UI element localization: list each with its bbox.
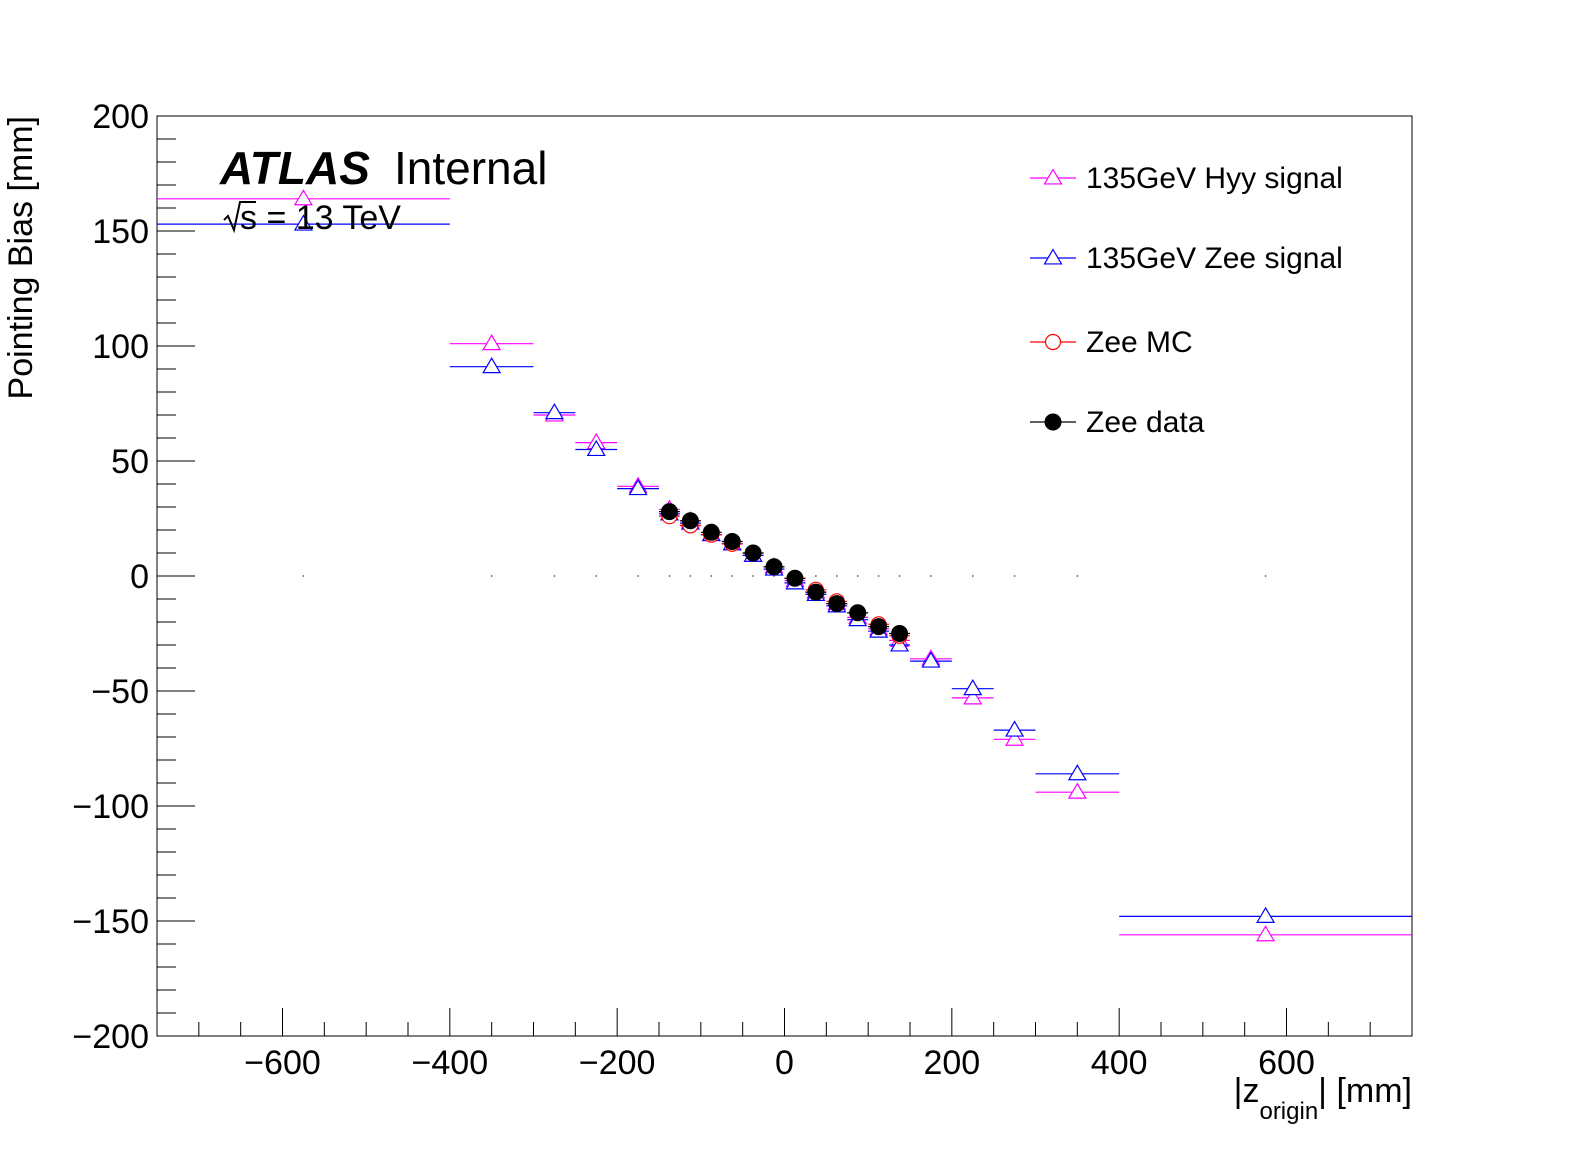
triangle-marker <box>482 334 502 351</box>
zero-dot <box>689 575 692 577</box>
triangle-marker <box>1043 248 1063 265</box>
x-tick-label: −600 <box>244 1044 321 1082</box>
y-tick-label: 200 <box>92 98 149 136</box>
series-zee-data <box>659 503 910 642</box>
zero-dot <box>595 575 598 577</box>
filled-circle-marker <box>660 503 678 521</box>
legend-label: 135GeV Zee signal <box>1086 242 1343 275</box>
zero-dot <box>752 575 755 577</box>
zero-dot <box>302 575 305 577</box>
zero-dot <box>1264 575 1267 577</box>
energy-label: s = 13 TeV <box>240 199 401 237</box>
filled-circle-marker <box>849 604 867 622</box>
triangle-marker <box>963 679 983 696</box>
legend: 135GeV Hyy signal 135GeV Zee signal Zee MC… <box>1030 162 1343 439</box>
x-axis-ticks: −600 −400 −200 0 200 400 600 <box>198 1008 1371 1082</box>
triangle-marker <box>628 478 648 496</box>
filled-circle-marker <box>891 625 909 642</box>
filled-circle-marker <box>828 595 846 613</box>
zero-dot <box>835 575 838 577</box>
zero-dot <box>1076 575 1079 577</box>
zero-dot <box>637 575 639 577</box>
x-tick-label: −200 <box>579 1044 656 1082</box>
filled-circle-marker <box>765 558 783 576</box>
y-tick-label: 0 <box>130 558 149 596</box>
series-135gev-zee-signal <box>157 214 1412 923</box>
triangle-marker <box>293 214 313 231</box>
y-tick-label: 150 <box>92 213 149 251</box>
x-tick-label: −400 <box>412 1044 489 1082</box>
legend-item: Zee MC <box>1030 326 1193 359</box>
legend-label: Zee MC <box>1086 326 1193 359</box>
triangle-marker <box>1256 925 1276 942</box>
filled-circle-marker <box>681 512 699 530</box>
filled-circle-marker <box>786 569 804 587</box>
x-tick-label: 0 <box>775 1044 794 1082</box>
x-tick-label: 200 <box>923 1044 980 1082</box>
y-tick-label: 50 <box>111 443 149 481</box>
y-tick-label: −150 <box>72 903 149 941</box>
zero-dot <box>930 575 932 577</box>
data-series <box>157 189 1412 942</box>
triangle-marker <box>1005 720 1025 737</box>
zero-dot <box>898 575 901 577</box>
triangle-marker <box>1043 168 1063 185</box>
triangle-marker <box>1256 906 1276 923</box>
triangle-marker <box>963 688 983 705</box>
y-tick-label: −50 <box>91 673 149 711</box>
zero-dot <box>710 575 713 577</box>
series-135gev-hyy-signal <box>157 189 1412 942</box>
legend-item: 135GeV Hyy signal <box>1030 162 1343 195</box>
x-tick-label: 600 <box>1258 1044 1315 1082</box>
zero-dot <box>971 575 974 577</box>
zero-dot <box>877 575 880 577</box>
triangle-marker <box>921 651 941 668</box>
triangle-marker <box>293 189 313 206</box>
zero-dot <box>668 575 671 577</box>
triangle-marker <box>482 357 502 374</box>
x-axis-title-subscript: origin <box>1259 1098 1318 1125</box>
x-tick-label: 400 <box>1091 1044 1148 1082</box>
x-axis-title-tail: | [mm] <box>1318 1072 1412 1110</box>
zero-dot <box>553 575 556 577</box>
zero-dot <box>814 575 817 577</box>
zero-dot <box>490 575 493 577</box>
triangle-marker <box>1005 729 1025 746</box>
triangle-marker <box>1067 782 1087 799</box>
legend-label: 135GeV Hyy signal <box>1086 162 1343 195</box>
y-axis-title: Pointing Bias [mm] <box>2 116 40 399</box>
legend-label: Zee data <box>1086 406 1205 439</box>
y-tick-label: −100 <box>72 788 149 826</box>
filled-circle-marker <box>1044 413 1062 431</box>
x-axis-title: |zorigin| [mm] <box>1234 1072 1412 1125</box>
filled-circle-marker <box>702 523 720 541</box>
triangle-marker <box>1067 764 1087 781</box>
x-axis-title-main: |z <box>1234 1072 1260 1110</box>
y-axis-ticks: −200 −150 −100 −50 0 50 100 150 200 <box>72 98 195 1056</box>
y-tick-label: −200 <box>72 1018 149 1056</box>
zero-dot <box>1013 575 1016 577</box>
open-circle-marker <box>1044 333 1062 351</box>
zero-reference-dots <box>302 575 1267 577</box>
triangle-marker <box>544 403 564 420</box>
filled-circle-marker <box>870 618 888 636</box>
triangle-marker <box>586 439 606 457</box>
y-tick-label: 100 <box>92 328 149 366</box>
atlas-status-label: Internal <box>394 142 547 194</box>
filled-circle-marker <box>807 583 825 601</box>
zero-dot <box>856 575 859 577</box>
filled-circle-marker <box>723 533 741 550</box>
legend-item: 135GeV Zee signal <box>1030 242 1343 275</box>
filled-circle-marker <box>744 544 762 562</box>
atlas-label: ATLAS <box>219 142 370 194</box>
zero-dot <box>731 575 734 577</box>
legend-item: Zee data <box>1030 406 1205 439</box>
sqrt-symbol <box>223 201 256 234</box>
